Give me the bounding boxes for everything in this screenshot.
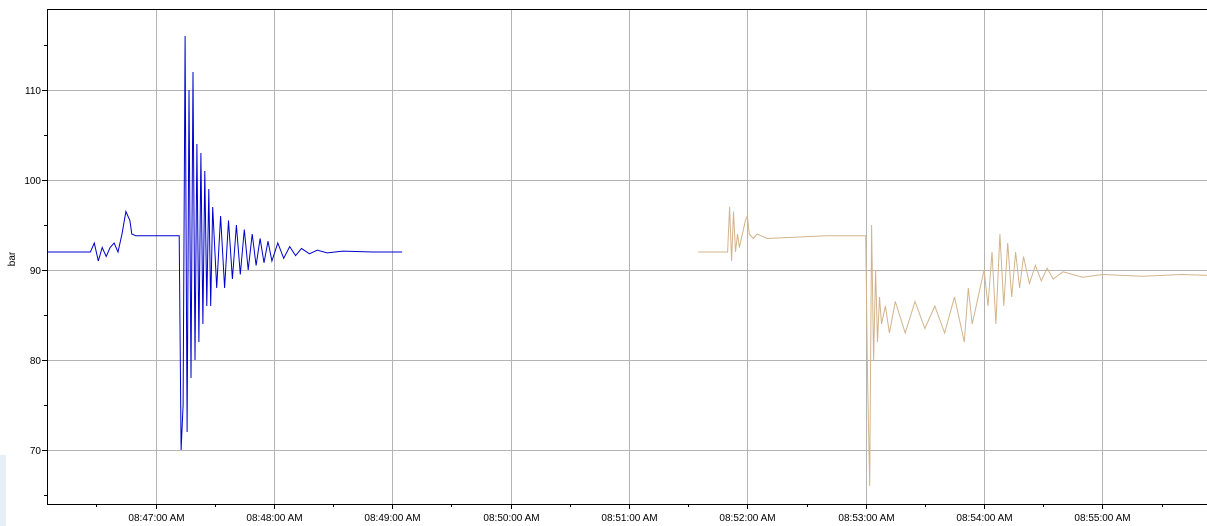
x-tick-label: 08:50:00 AM: [483, 513, 539, 524]
x-tick-label: 08:52:00 AM: [719, 513, 775, 524]
y-tick-label: 110: [25, 86, 41, 97]
y-tick-label: 80: [30, 356, 42, 367]
x-axis-ticks: 08:47:00 AM 08:48:00 AM 08:49:00 AM 08:50:0…: [96, 504, 1163, 524]
left-edge-accent: [0, 455, 6, 526]
series-line-1: [47, 35, 403, 451]
y-tick-label: 100: [24, 176, 41, 187]
x-tick-label: 08:48:00 AM: [246, 513, 302, 524]
plot-background: [47, 9, 1207, 504]
series-layer: [47, 35, 1207, 487]
x-tick-label: 08:49:00 AM: [364, 513, 420, 524]
y-tick-label: 70: [30, 446, 42, 457]
y-axis-ticks: 70 80 90 100 110: [24, 45, 47, 496]
x-tick-label: 08:55:00 AM: [1074, 513, 1130, 524]
x-tick-label: 08:51:00 AM: [601, 513, 657, 524]
x-tick-label: 08:54:00 AM: [956, 513, 1012, 524]
y-axis-title: bar: [7, 251, 18, 266]
x-tick-label: 08:47:00 AM: [128, 513, 184, 524]
series-line-2: [698, 206, 1207, 487]
y-tick-label: 90: [30, 266, 42, 277]
x-tick-label: 08:53:00 AM: [838, 513, 894, 524]
